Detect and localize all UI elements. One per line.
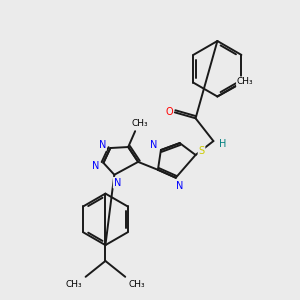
Text: S: S [199,146,205,156]
Text: CH₃: CH₃ [129,280,146,289]
Text: CH₃: CH₃ [237,77,254,86]
Text: N: N [92,161,99,171]
Text: N: N [99,140,106,150]
Text: N: N [114,178,121,188]
Text: CH₃: CH₃ [132,119,148,128]
Text: N: N [176,181,183,191]
Text: H: H [219,139,226,149]
Text: O: O [165,107,172,117]
Text: N: N [150,140,158,150]
Text: CH₃: CH₃ [65,280,82,289]
